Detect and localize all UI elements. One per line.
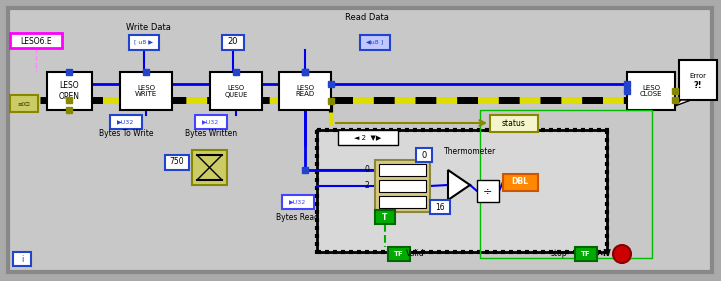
Text: Bytes Written: Bytes Written bbox=[185, 128, 237, 137]
Text: 2: 2 bbox=[365, 182, 369, 191]
Text: ◀u8 ]: ◀u8 ] bbox=[366, 40, 384, 44]
Bar bbox=[679, 60, 717, 100]
Bar bbox=[282, 195, 314, 209]
Text: ◄ 2  ▼▶: ◄ 2 ▼▶ bbox=[355, 134, 381, 140]
Bar bbox=[575, 247, 597, 261]
Text: ▶U32: ▶U32 bbox=[203, 119, 220, 124]
Text: ≡0⊡: ≡0⊡ bbox=[17, 101, 30, 106]
Bar bbox=[503, 174, 538, 191]
Bar bbox=[10, 33, 62, 48]
Text: 0: 0 bbox=[421, 151, 427, 160]
Bar bbox=[165, 155, 189, 170]
Text: TF: TF bbox=[394, 251, 404, 257]
Bar bbox=[375, 210, 395, 224]
Bar bbox=[129, 35, 159, 50]
Text: T: T bbox=[382, 212, 388, 221]
Text: ▶U32: ▶U32 bbox=[289, 200, 306, 205]
Text: ?!: ?! bbox=[694, 81, 702, 90]
Bar bbox=[477, 180, 499, 202]
Text: status: status bbox=[502, 119, 526, 128]
Text: ÷: ÷ bbox=[483, 186, 492, 196]
Bar bbox=[338, 130, 398, 145]
Bar bbox=[430, 200, 450, 214]
Bar bbox=[388, 247, 410, 261]
Text: DBL: DBL bbox=[511, 178, 528, 187]
Text: LESO
OPEN: LESO OPEN bbox=[58, 81, 79, 101]
Bar bbox=[317, 130, 607, 252]
Text: [ u8 ▶: [ u8 ▶ bbox=[135, 40, 154, 44]
Bar bbox=[192, 150, 227, 185]
Text: Write Data: Write Data bbox=[125, 22, 170, 31]
Text: TF: TF bbox=[581, 251, 591, 257]
Text: Bytes To Write: Bytes To Write bbox=[99, 128, 154, 137]
Text: 16: 16 bbox=[435, 203, 445, 212]
Bar bbox=[379, 180, 426, 192]
Text: Error: Error bbox=[689, 73, 707, 79]
Text: 750: 750 bbox=[169, 157, 185, 167]
Bar bbox=[110, 115, 142, 129]
Bar bbox=[379, 196, 426, 208]
Text: LESO
CLOSE: LESO CLOSE bbox=[640, 85, 663, 98]
Text: Bytes Read: Bytes Read bbox=[275, 214, 319, 223]
Bar bbox=[375, 160, 430, 212]
Text: LESO
WRITE: LESO WRITE bbox=[135, 85, 157, 98]
Text: LESO
QUEUE: LESO QUEUE bbox=[224, 85, 247, 98]
Text: Valid: Valid bbox=[406, 250, 425, 259]
Polygon shape bbox=[675, 100, 691, 106]
Bar bbox=[222, 35, 244, 50]
Bar bbox=[195, 115, 227, 129]
Bar bbox=[120, 72, 172, 110]
Polygon shape bbox=[448, 170, 470, 200]
Bar bbox=[13, 252, 31, 266]
Bar bbox=[627, 72, 675, 110]
Text: Read Data: Read Data bbox=[345, 13, 389, 22]
Bar bbox=[490, 115, 538, 132]
Text: IV: IV bbox=[603, 250, 611, 259]
Bar bbox=[379, 164, 426, 176]
Text: ▶U32: ▶U32 bbox=[118, 119, 135, 124]
Bar bbox=[10, 95, 38, 112]
Bar bbox=[360, 35, 390, 50]
Text: Thermometer: Thermometer bbox=[444, 148, 496, 157]
Bar bbox=[47, 72, 92, 110]
Text: 20: 20 bbox=[228, 37, 238, 46]
Text: i: i bbox=[21, 255, 23, 264]
Circle shape bbox=[613, 245, 631, 263]
Text: LESO6.E: LESO6.E bbox=[20, 37, 52, 46]
Bar bbox=[416, 148, 432, 162]
Bar bbox=[210, 72, 262, 110]
Bar bbox=[279, 72, 331, 110]
Bar bbox=[480, 110, 652, 258]
Text: stop: stop bbox=[551, 250, 567, 259]
Text: LESO
READ: LESO READ bbox=[296, 85, 314, 98]
Text: 0: 0 bbox=[365, 166, 369, 175]
